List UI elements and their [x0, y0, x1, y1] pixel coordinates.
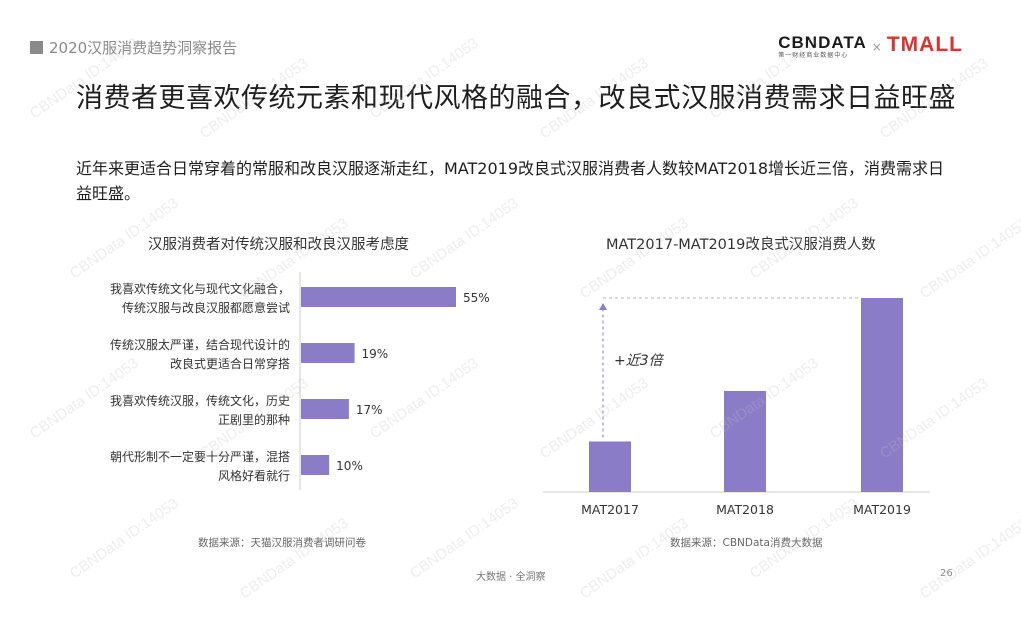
report-tag: 2020汉服消费趋势洞察报告 [30, 37, 237, 58]
page-number: 26 [940, 568, 953, 579]
left-chart-value-label: 17% [356, 403, 383, 417]
logo: CBNDATA 第一财经商业数据中心 × TMALL [778, 34, 963, 60]
right-chart-bar [589, 441, 631, 492]
left-chart-bar [301, 455, 330, 475]
left-chart-bar [301, 287, 456, 307]
arrow-up-icon [599, 303, 607, 310]
left-chart-category-label: 风格好看就行 [218, 468, 290, 483]
cbndata-logo-text: CBNDATA [778, 33, 867, 52]
cbndata-logo-subtext: 第一财经商业数据中心 [778, 52, 849, 59]
page-subtext: 近年来更适合日常穿着的常服和改良汉服逐渐走红，MAT2019改良式汉服消费者人数… [76, 159, 945, 203]
page-title: 消费者更喜欢传统元素和现代风格的融合，改良式汉服消费需求日益旺盛 [76, 83, 956, 114]
right-chart-category-label: MAT2019 [853, 502, 911, 517]
left-chart-bar [301, 399, 349, 419]
tmall-logo: TMALL [886, 33, 963, 56]
left-chart-value-label: 19% [362, 347, 389, 361]
left-chart-category-label: 我喜欢传统汉服，传统文化，历史 [110, 393, 290, 408]
left-chart-title: 汉服消费者对传统汉服和改良汉服考虑度 [148, 237, 409, 253]
left-chart-value-label: 55% [463, 291, 490, 305]
left-chart-bar [301, 343, 355, 363]
left-bar-chart: 55% 我喜欢传统文化与现代文化融合， 传统汉服与改良汉服都愿意尝试 19% 传统汉服太… [110, 272, 490, 490]
left-chart-value-label: 10% [336, 459, 363, 473]
cbndata-logo: CBNDATA 第一财经商业数据中心 [778, 34, 867, 60]
left-chart-category-label: 正剧里的那种 [218, 412, 290, 427]
left-chart-category-label: 朝代形制不一定要十分严谨，混搭 [110, 449, 290, 464]
right-chart-bar [861, 298, 903, 492]
footer-text: 大数据 · 全洞察 [476, 572, 546, 583]
right-bar-chart: MAT2017 MAT2018 MAT2019 +近3倍 [543, 297, 930, 517]
left-chart-category-label: 传统汉服与改良汉服都愿意尝试 [122, 300, 290, 315]
watermark-text: CBNData ID:14053 [236, 514, 352, 603]
right-chart-annotation: +近3倍 [614, 353, 665, 369]
right-chart-title: MAT2017-MAT2019改良式汉服消费人数 [606, 237, 876, 253]
left-chart-category-label: 我喜欢传统文化与现代文化融合， [110, 281, 290, 296]
left-chart-category-label: 改良式更适合日常穿搭 [170, 356, 290, 371]
left-chart-category-label: 传统汉服太严谨，结合现代设计的 [110, 337, 290, 352]
right-chart-source: 数据来源：CBNData消费大数据 [670, 537, 823, 549]
logo-separator: × [871, 40, 882, 54]
right-chart-category-label: MAT2017 [581, 502, 639, 517]
right-chart-category-label: MAT2018 [716, 502, 774, 517]
left-chart-source: 数据来源：天猫汉服消费者调研问卷 [198, 537, 366, 549]
report-tag-square-icon [30, 41, 43, 54]
report-tag-text: 2020汉服消费趋势洞察报告 [49, 39, 238, 57]
right-chart-bar [724, 390, 766, 492]
